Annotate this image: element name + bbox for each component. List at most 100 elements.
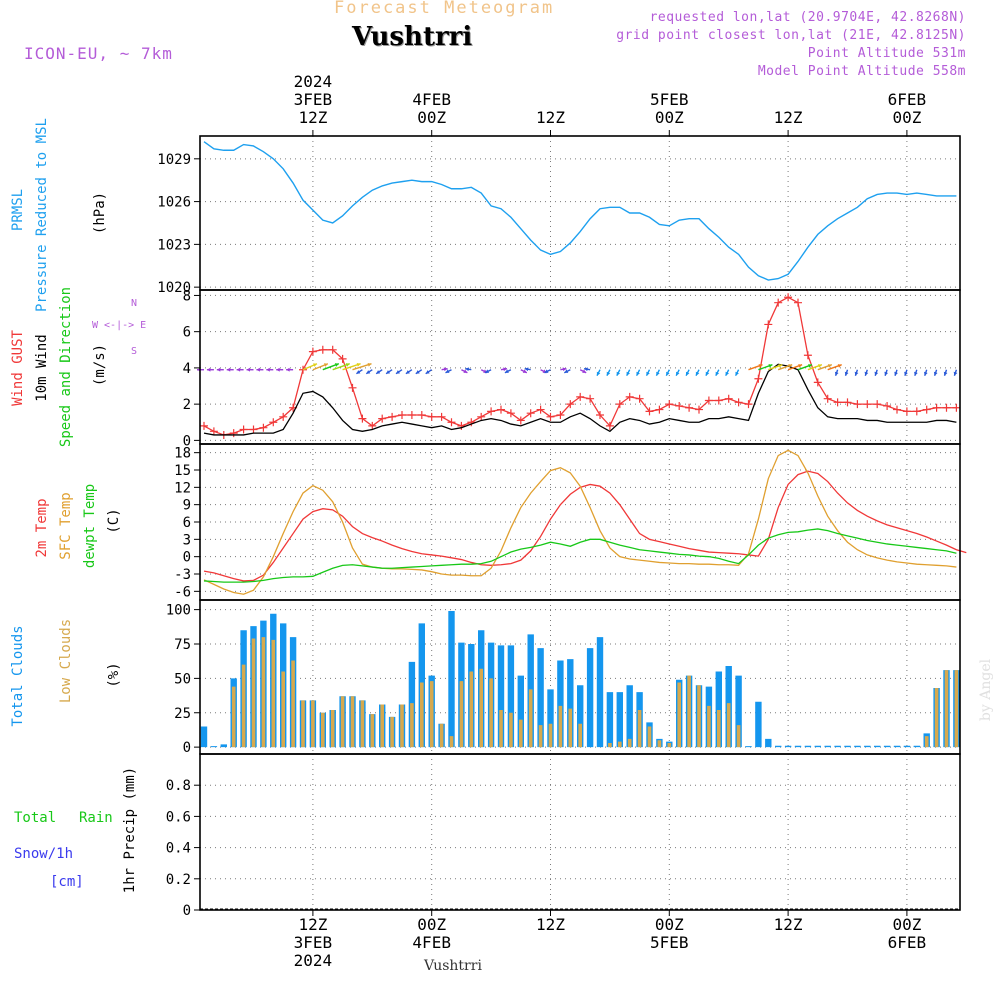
- gust-point: [645, 407, 654, 416]
- gust-point: [843, 398, 852, 407]
- wind-dir-label: Speed and Direction: [58, 286, 74, 448]
- wind-arrow-head: [953, 371, 958, 376]
- wind-arrow-head: [443, 367, 448, 372]
- wind-arrow-head: [808, 364, 812, 368]
- sfc-temp-label: SFC Temp: [58, 492, 74, 560]
- total-cloud-bar: [557, 660, 564, 748]
- wind-arrow-head: [562, 367, 567, 372]
- gust-point: [734, 398, 743, 407]
- total-cloud-bar: [874, 745, 881, 748]
- gust-point: [200, 421, 208, 430]
- location-title: Vushtrri: [352, 22, 473, 52]
- low-cloud-bar: [271, 639, 276, 748]
- gust-point: [378, 414, 387, 423]
- wind-arrow-head: [636, 371, 640, 376]
- y-tick-label: 0: [183, 903, 191, 919]
- low-cloud-bar: [370, 714, 375, 748]
- gust-point: [368, 421, 377, 430]
- wind-arrow-head: [676, 371, 680, 376]
- bottom-time-label: 6FEB: [888, 933, 927, 952]
- total-cloud-bar: [220, 744, 227, 748]
- gust-point: [338, 354, 347, 363]
- top-time-label: 00Z: [892, 108, 921, 127]
- total-cloud-bar: [577, 685, 584, 748]
- model-altitude: Model Point Altitude 558m: [757, 64, 966, 79]
- gust-point: [447, 418, 456, 427]
- prmsl-line: [203, 141, 957, 281]
- gust-point: [259, 423, 268, 432]
- low-cloud-bar: [350, 696, 355, 748]
- total-cloud-bar: [735, 675, 742, 748]
- low-cloud-bar: [934, 688, 939, 748]
- y-tick-label: 4: [183, 361, 191, 377]
- gust-point: [704, 396, 713, 405]
- total-cloud-bar: [784, 745, 792, 748]
- y-tick-label: 12: [174, 480, 191, 496]
- total-cloud-bar: [854, 745, 861, 748]
- gust-point: [209, 427, 218, 436]
- low-cloud-bar: [479, 668, 483, 748]
- low-clouds-label: Low Clouds: [58, 618, 74, 704]
- total-cloud-bar: [913, 745, 920, 748]
- low-cloud-bar: [449, 736, 454, 748]
- gust-point: [596, 411, 604, 420]
- product-title: Forecast Meteogram: [334, 0, 555, 18]
- total-label: Total: [14, 810, 57, 826]
- panel-frame: [199, 289, 961, 445]
- point-altitude: Point Altitude 531m: [807, 46, 966, 61]
- gust-point: [239, 425, 248, 434]
- low-cloud-bar: [618, 741, 622, 748]
- low-cloud-bar: [360, 700, 365, 748]
- gust-point: [784, 293, 793, 302]
- wind-arrow-head: [817, 364, 822, 368]
- top-time-label: 00Z: [655, 108, 684, 127]
- wind-arrow-head: [758, 364, 763, 368]
- gust-point: [883, 401, 892, 410]
- wind-arrow-head: [504, 369, 509, 373]
- gust-point: [605, 421, 614, 430]
- total-cloud-bar: [200, 726, 208, 748]
- wind-arrow-head: [485, 369, 490, 373]
- low-cloud-bar: [528, 689, 533, 748]
- low-cloud-bar: [390, 716, 394, 748]
- total-cloud-bar: [626, 685, 633, 748]
- gust-point: [615, 400, 624, 409]
- gust-point: [526, 409, 535, 418]
- low-cloud-bar: [509, 712, 513, 748]
- prmsl-label: PRMSL: [10, 188, 26, 232]
- total-cloud-bar: [864, 745, 871, 748]
- gust-point: [685, 403, 694, 412]
- low-cloud-bar: [924, 736, 929, 748]
- temp-unit: (C): [106, 508, 122, 534]
- wind-arrow-head: [405, 370, 410, 374]
- wind-arrow-head: [874, 371, 879, 376]
- low-cloud-bar: [499, 710, 503, 748]
- low-cloud-bar: [439, 723, 444, 748]
- low-cloud-bar: [281, 671, 285, 748]
- gust-point: [952, 403, 961, 412]
- low-cloud-bar: [489, 678, 493, 748]
- y-tick-label: 0.2: [166, 872, 191, 888]
- low-cloud-bar: [311, 700, 315, 748]
- low-cloud-bar: [420, 682, 424, 748]
- total-cloud-bar: [824, 745, 831, 748]
- low-cloud-bar: [568, 708, 573, 748]
- wind-arrow-head: [616, 371, 621, 376]
- total-cloud-bar: [814, 745, 821, 748]
- bottom-time-label: 3FEB: [294, 933, 333, 952]
- total-cloud-bar: [804, 745, 812, 748]
- gust-point: [427, 412, 436, 421]
- wind-arrow-head: [626, 371, 630, 376]
- wind-arrow-head: [564, 369, 569, 373]
- wind-arrow-head: [834, 371, 839, 376]
- wind-arrow-head: [524, 367, 529, 372]
- gust-point: [566, 400, 575, 409]
- gust-point: [348, 383, 357, 392]
- y-tick-label: 0: [183, 433, 191, 449]
- wind-arrow-head: [465, 367, 470, 372]
- wind-arrow-head: [276, 367, 280, 372]
- low-cloud-bar: [301, 700, 305, 748]
- gust-point: [675, 401, 684, 410]
